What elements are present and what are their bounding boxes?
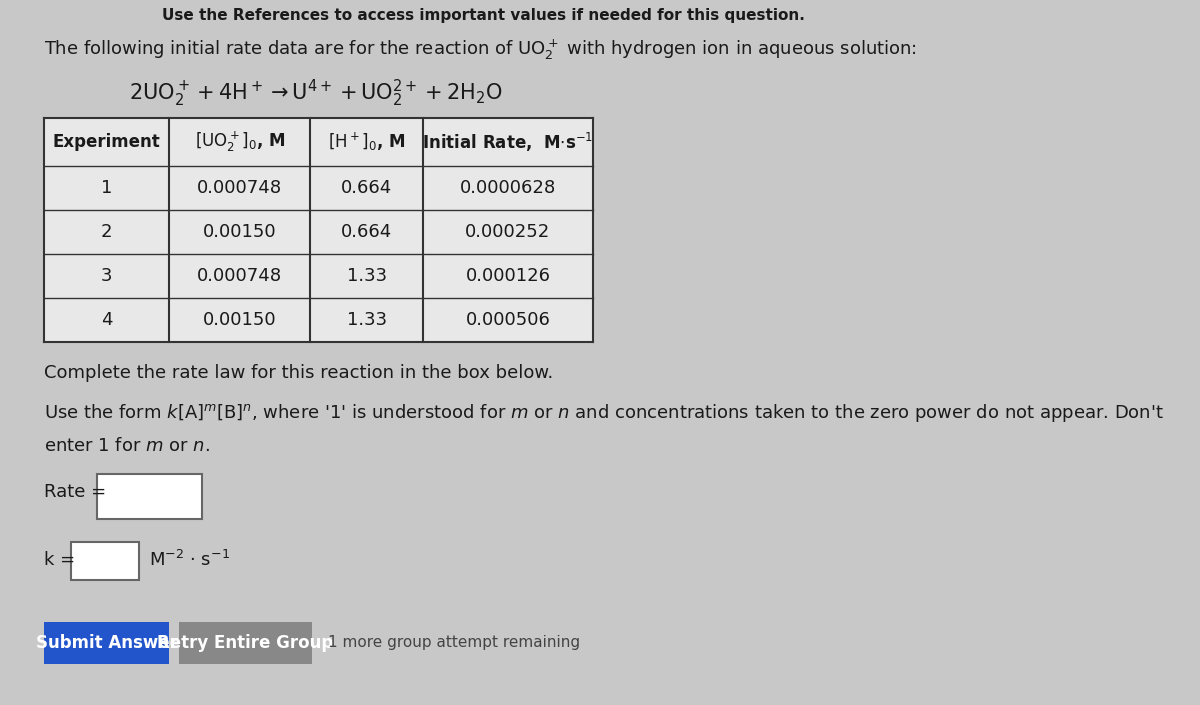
- Text: Submit Answer: Submit Answer: [36, 634, 178, 652]
- Text: 0.000748: 0.000748: [197, 267, 282, 285]
- Text: $[\mathrm{UO_2^+}]_0$, M: $[\mathrm{UO_2^+}]_0$, M: [194, 130, 286, 154]
- Text: 2: 2: [101, 223, 113, 241]
- Text: The following initial rate data are for the reaction of $\mathrm{UO_2^+}$ with h: The following initial rate data are for …: [44, 38, 917, 62]
- Text: enter 1 for $m$ or $n$.: enter 1 for $m$ or $n$.: [44, 437, 210, 455]
- Text: 0.00150: 0.00150: [203, 223, 277, 241]
- Text: 1.33: 1.33: [347, 267, 386, 285]
- Text: 4: 4: [101, 311, 113, 329]
- Bar: [179, 622, 312, 664]
- Text: Use the form $k[\mathrm{A}]^m[\mathrm{B}]^n$, where '1' is understood for $m$ or: Use the form $k[\mathrm{A}]^m[\mathrm{B}…: [44, 402, 1164, 424]
- Text: 1: 1: [101, 179, 113, 197]
- Text: Use the References to access important values if needed for this question.: Use the References to access important v…: [162, 8, 805, 23]
- Text: M$^{-2}$ $\cdot$ s$^{-1}$: M$^{-2}$ $\cdot$ s$^{-1}$: [149, 550, 230, 570]
- Bar: [44, 622, 169, 664]
- Text: 0.664: 0.664: [341, 223, 392, 241]
- Bar: [97, 474, 202, 519]
- Text: k =: k =: [44, 551, 76, 569]
- Text: Initial Rate,  M$\cdot$s$^{-1}$: Initial Rate, M$\cdot$s$^{-1}$: [422, 130, 594, 154]
- Text: 1 more group attempt remaining: 1 more group attempt remaining: [328, 635, 581, 651]
- Text: Retry Entire Group: Retry Entire Group: [157, 634, 334, 652]
- Text: 0.00150: 0.00150: [203, 311, 277, 329]
- Text: 3: 3: [101, 267, 113, 285]
- Text: Experiment: Experiment: [53, 133, 161, 151]
- Text: 0.664: 0.664: [341, 179, 392, 197]
- Text: $\mathrm{2UO_2^+ + 4H^+ \rightarrow U^{4+} + UO_2^{2+} + 2H_2O}$: $\mathrm{2UO_2^+ + 4H^+ \rightarrow U^{4…: [128, 78, 503, 109]
- Text: Complete the rate law for this reaction in the box below.: Complete the rate law for this reaction …: [44, 364, 553, 382]
- Text: 0.000252: 0.000252: [466, 223, 551, 241]
- Bar: [71, 542, 139, 580]
- Text: Rate =: Rate =: [44, 483, 107, 501]
- Text: 0.000506: 0.000506: [466, 311, 551, 329]
- Text: 0.000748: 0.000748: [197, 179, 282, 197]
- Text: 0.000126: 0.000126: [466, 267, 551, 285]
- Text: $[\mathrm{H^+}]_0$, M: $[\mathrm{H^+}]_0$, M: [328, 131, 406, 153]
- Bar: [44, 118, 593, 342]
- Text: 1.33: 1.33: [347, 311, 386, 329]
- Text: 0.0000628: 0.0000628: [460, 179, 556, 197]
